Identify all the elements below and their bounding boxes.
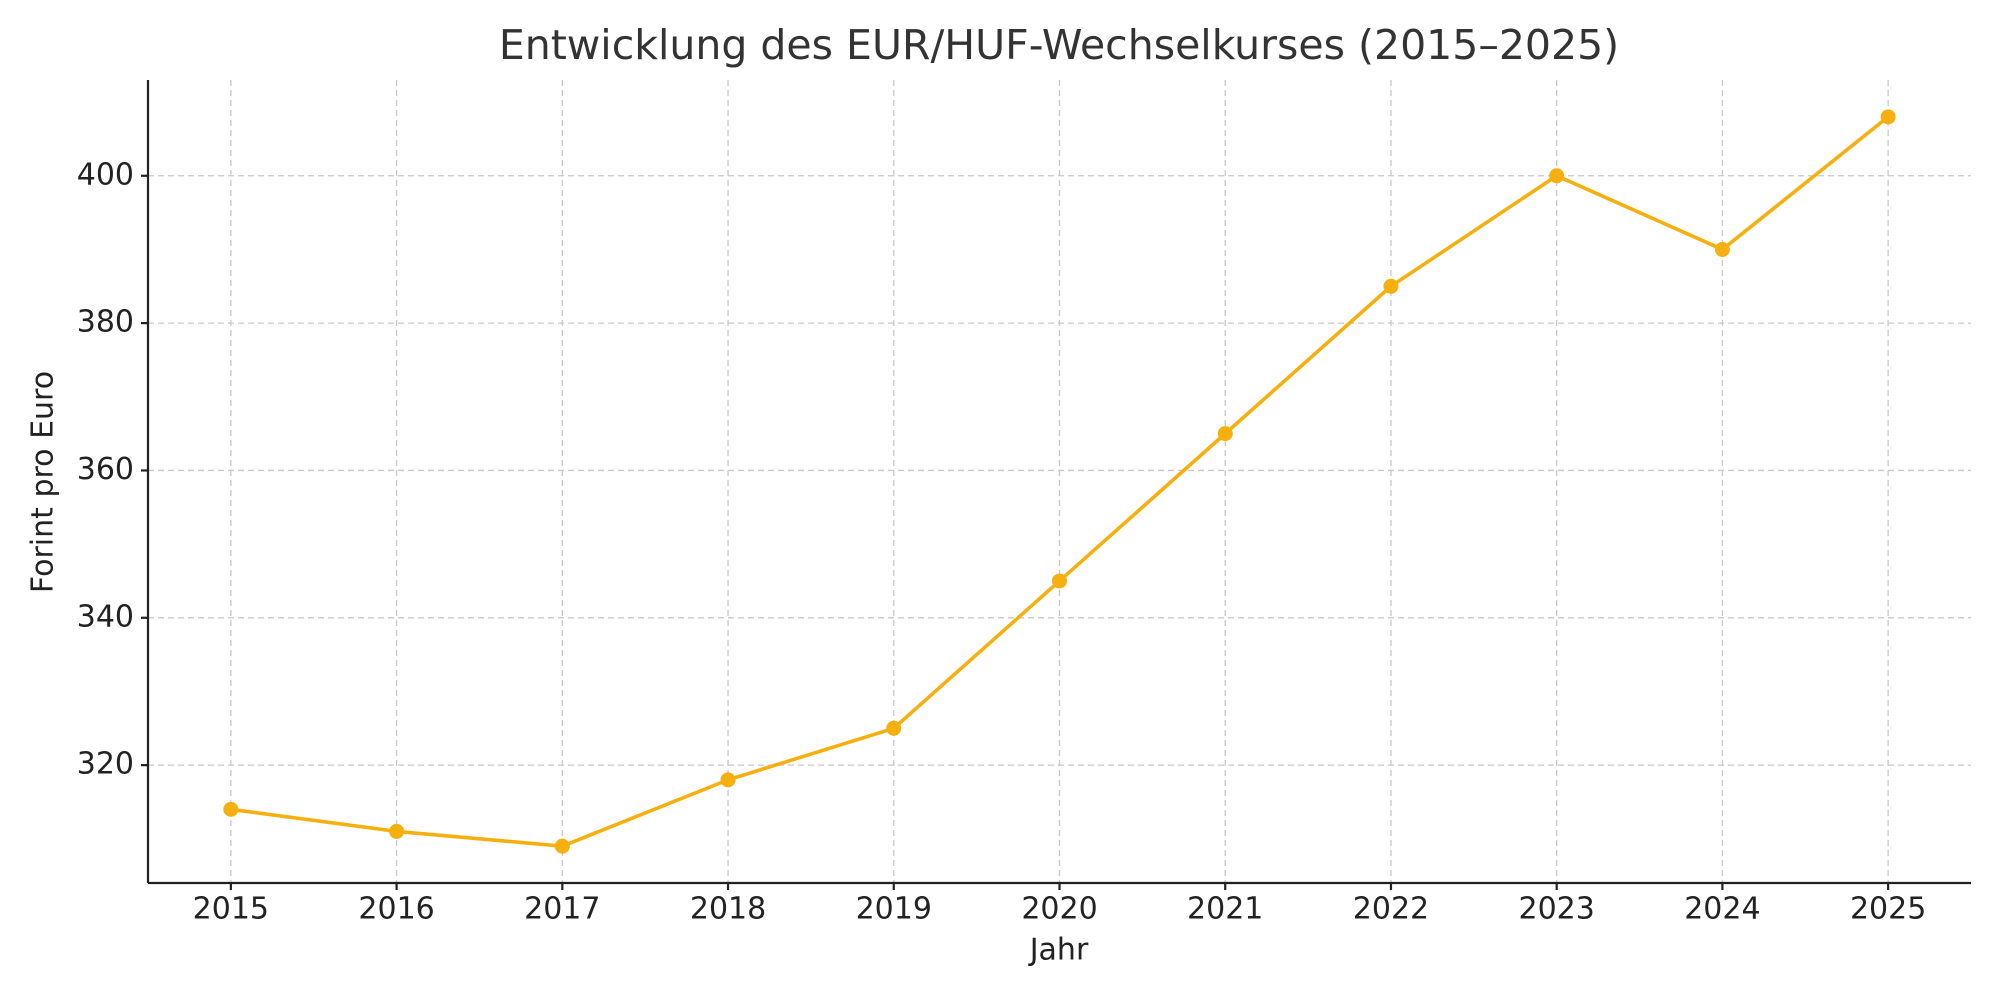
point (554, 838, 570, 854)
point (389, 823, 405, 839)
x-tick-label: 2023 (1519, 892, 1595, 927)
x-tick-label: 2021 (1187, 892, 1263, 927)
x-tick-label: 2022 (1353, 892, 1429, 927)
point (1052, 573, 1067, 589)
x-tick-label: 2017 (524, 892, 600, 927)
y-tick-label: 380 (77, 305, 134, 340)
point (1217, 426, 1233, 442)
x-axis-label: Jahr (1028, 933, 1089, 968)
y-axis-label: Forint pro Euro (26, 371, 61, 593)
x-tick-label: 2020 (1021, 892, 1097, 927)
y-tick-label: 320 (77, 747, 134, 782)
x-tick-label: 2015 (193, 892, 269, 927)
point (1549, 168, 1565, 184)
point (720, 772, 736, 788)
point (223, 801, 239, 817)
x-tick-label: 2016 (358, 892, 434, 927)
point (1714, 241, 1730, 257)
chart-title: Entwicklung des EUR/HUF-Wechselkurses (2… (499, 21, 1619, 69)
x-tick-label: 2025 (1850, 892, 1926, 927)
y-tick-label: 340 (77, 599, 134, 634)
point (1880, 109, 1896, 125)
y-tick-label: 400 (77, 157, 134, 192)
x-tick-label: 2024 (1684, 892, 1760, 927)
x-tick-label: 2019 (856, 892, 932, 927)
y-tick-label: 360 (77, 452, 134, 487)
point (886, 720, 902, 736)
point (1383, 278, 1399, 294)
x-tick-label: 2018 (690, 892, 766, 927)
